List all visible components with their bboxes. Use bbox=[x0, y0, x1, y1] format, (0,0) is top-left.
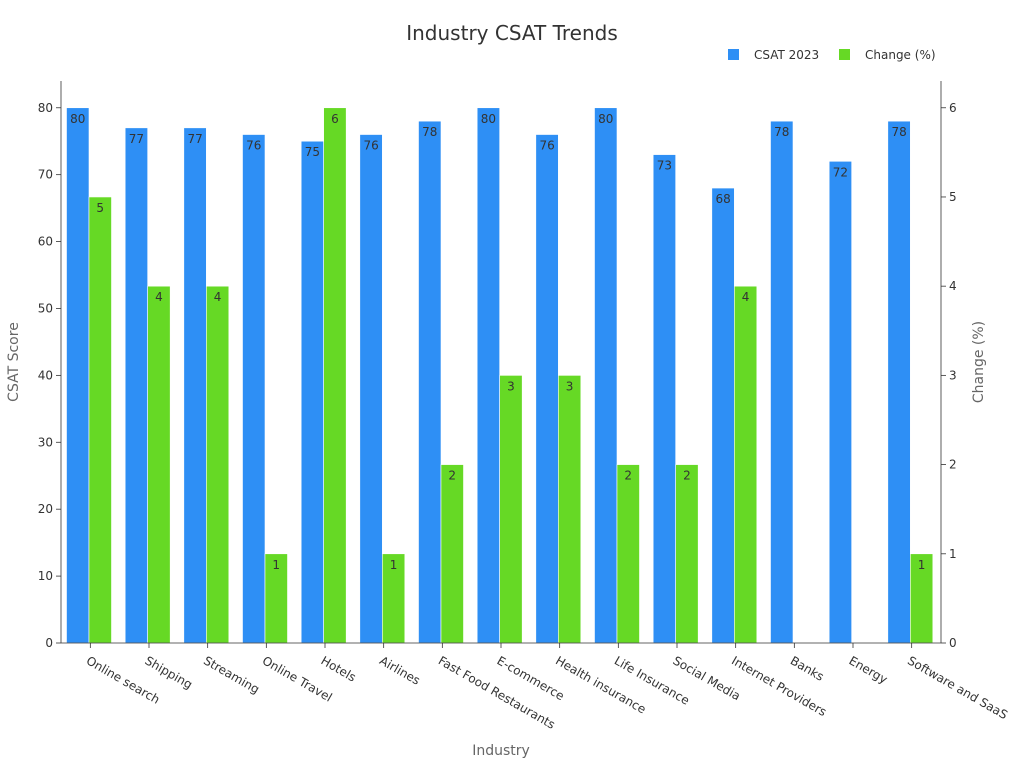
bar-csat-2023-6 bbox=[418, 120, 442, 644]
data-label-change-6: 2 bbox=[448, 469, 456, 483]
data-label-change-4: 6 bbox=[331, 112, 339, 126]
data-label-csat-2023-11: 68 bbox=[715, 192, 730, 206]
data-label-change-11: 4 bbox=[742, 290, 750, 304]
y2-tick-label-6: 6 bbox=[949, 101, 957, 115]
data-label-csat-2023-5: 76 bbox=[363, 139, 378, 153]
bar-change-10 bbox=[675, 464, 699, 644]
y-tick-label-0: 0 bbox=[45, 636, 53, 650]
bar-csat-2023-10 bbox=[652, 154, 676, 644]
y-tick-label-20: 20 bbox=[38, 502, 53, 516]
bar-csat-2023-14 bbox=[887, 120, 911, 644]
bar-csat-2023-5 bbox=[359, 134, 383, 644]
data-label-csat-2023-12: 78 bbox=[774, 125, 789, 139]
bar-csat-2023-3 bbox=[242, 134, 266, 644]
data-label-csat-2023-9: 80 bbox=[598, 112, 613, 126]
bar-change-8 bbox=[558, 375, 582, 644]
legend-swatch-csat-2023 bbox=[728, 49, 739, 60]
x-axis-label: Industry bbox=[472, 743, 530, 759]
y-axis-label: CSAT Score bbox=[6, 322, 22, 402]
bar-change-4 bbox=[323, 107, 347, 644]
bar-change-7 bbox=[499, 375, 523, 644]
data-label-change-8: 3 bbox=[566, 379, 574, 393]
data-label-change-14: 1 bbox=[918, 558, 926, 572]
y-tick-label-10: 10 bbox=[38, 569, 53, 583]
y-tick-label-60: 60 bbox=[38, 235, 53, 249]
y-tick-label-40: 40 bbox=[38, 368, 53, 382]
bar-csat-2023-8 bbox=[535, 134, 559, 644]
legend-label-csat-2023: CSAT 2023 bbox=[754, 48, 819, 62]
bar-csat-2023-11 bbox=[711, 187, 735, 644]
data-label-csat-2023-6: 78 bbox=[422, 125, 437, 139]
data-label-csat-2023-2: 77 bbox=[187, 132, 202, 146]
x-tick-label-11: Internet Providers bbox=[729, 653, 829, 719]
data-label-csat-2023-1: 77 bbox=[129, 132, 144, 146]
data-label-change-3: 1 bbox=[272, 558, 280, 572]
y-tick-label-70: 70 bbox=[38, 168, 53, 182]
y-tick-label-80: 80 bbox=[38, 101, 53, 115]
bar-csat-2023-9 bbox=[594, 107, 618, 644]
bar-csat-2023-0 bbox=[66, 107, 90, 644]
x-tick-label-5: Airlines bbox=[377, 653, 422, 687]
y-tick-label-50: 50 bbox=[38, 301, 53, 315]
data-label-change-5: 1 bbox=[390, 558, 398, 572]
data-label-change-1: 4 bbox=[155, 290, 163, 304]
y-tick-label-30: 30 bbox=[38, 435, 53, 449]
data-label-change-9: 2 bbox=[624, 469, 632, 483]
y2-axis-label: Change (%) bbox=[971, 321, 987, 403]
data-label-csat-2023-13: 72 bbox=[833, 165, 848, 179]
y2-tick-label-3: 3 bbox=[949, 368, 957, 382]
bar-csat-2023-13 bbox=[828, 160, 852, 644]
legend-swatch-change bbox=[839, 49, 850, 60]
data-label-csat-2023-14: 78 bbox=[891, 125, 906, 139]
data-label-csat-2023-3: 76 bbox=[246, 139, 261, 153]
bar-csat-2023-2 bbox=[183, 127, 207, 644]
bar-change-6 bbox=[440, 464, 464, 644]
data-label-change-0: 5 bbox=[96, 201, 104, 215]
data-label-csat-2023-7: 80 bbox=[481, 112, 496, 126]
legend-label-change: Change (%) bbox=[865, 48, 936, 62]
data-label-csat-2023-4: 75 bbox=[305, 145, 320, 159]
x-tick-label-2: Streaming bbox=[201, 653, 262, 696]
legend: CSAT 2023 Change (%) bbox=[728, 48, 936, 62]
bar-change-9 bbox=[616, 464, 640, 644]
x-tick-label-4: Hotels bbox=[319, 653, 359, 684]
data-label-csat-2023-8: 76 bbox=[539, 139, 554, 153]
data-label-change-7: 3 bbox=[507, 379, 515, 393]
data-label-change-2: 4 bbox=[214, 290, 222, 304]
chart-title: Industry CSAT Trends bbox=[406, 21, 618, 45]
y2-tick-label-5: 5 bbox=[949, 190, 957, 204]
data-label-csat-2023-0: 80 bbox=[70, 112, 85, 126]
bar-change-2 bbox=[206, 285, 230, 644]
bar-csat-2023-4 bbox=[300, 140, 324, 644]
bar-change-1 bbox=[147, 285, 171, 644]
x-tick-label-1: Shipping bbox=[143, 653, 195, 691]
bar-csat-2023-7 bbox=[476, 107, 500, 644]
bar-csat-2023-1 bbox=[124, 127, 148, 644]
x-tick-label-14: Software and SaaS bbox=[905, 653, 1010, 722]
bar-change-11 bbox=[734, 285, 758, 644]
x-tick-label-12: Banks bbox=[788, 653, 827, 683]
x-tick-label-13: Energy bbox=[847, 653, 890, 686]
y2-tick-label-0: 0 bbox=[949, 636, 957, 650]
y2-tick-label-1: 1 bbox=[949, 547, 957, 561]
y2-tick-label-2: 2 bbox=[949, 458, 957, 472]
data-label-change-10: 2 bbox=[683, 469, 691, 483]
bar-change-0 bbox=[88, 196, 112, 644]
y2-tick-label-4: 4 bbox=[949, 279, 957, 293]
bar-csat-2023-12 bbox=[770, 120, 794, 644]
data-label-csat-2023-10: 73 bbox=[657, 159, 672, 173]
